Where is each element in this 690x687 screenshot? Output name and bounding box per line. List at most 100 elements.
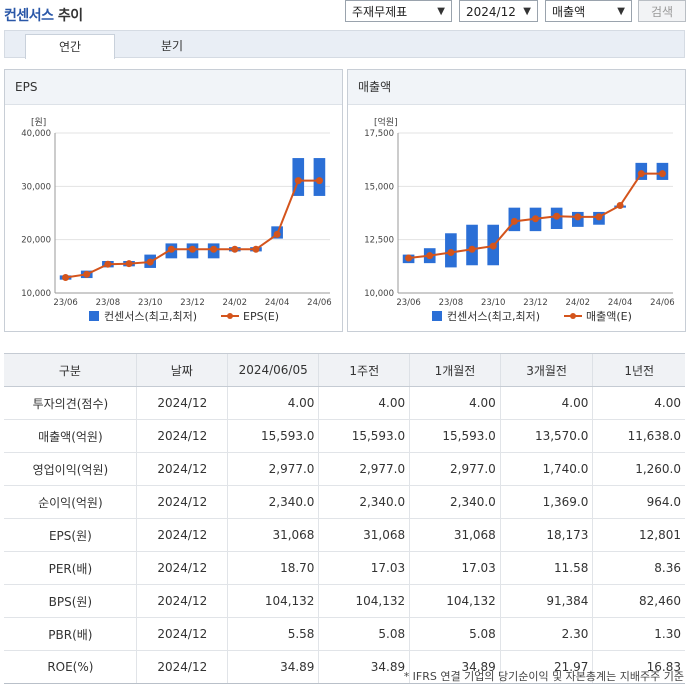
table-cell: 5.08 [409,617,501,651]
tab-annual[interactable]: 연간 [25,34,115,59]
sales-chart-panel: 매출액 [억원] 10,000 12,500 15,000 17,500 23/06 23/… [347,69,686,332]
estimate-point [553,212,561,220]
table-cell: 2024/12 [135,650,228,684]
row-label: 순이익(억원) [4,485,137,519]
table-cell: 4.00 [226,386,319,420]
estimate-point [273,230,281,238]
table-row: ROE(%) 2024/12 34.89 34.89 34.89 21.97 16.83 [4,650,685,684]
table-cell: 2,340.0 [318,485,410,519]
table-cell: 31,068 [409,518,501,552]
table-cell: 2,977.0 [409,452,501,486]
table-cell: 15,593.0 [226,419,319,453]
table-cell: 16.83 [592,650,685,684]
estimate-point [574,213,582,221]
table-cell: 2,340.0 [226,485,319,519]
table-cell: 1,740.0 [499,452,593,486]
table-row: 영업이익(억원) 2024/12 2,977.0 2,977.0 2,977.0 1,74… [4,452,685,486]
table-cell: 2,977.0 [318,452,410,486]
table-row: PER(배) 2024/12 18.70 17.03 17.03 11.58 8.36 [4,551,685,585]
x-tick-label: 24/06 [307,298,332,308]
table-cell: 91,384 [499,584,593,618]
table-cell: 8.36 [592,551,685,585]
table-row: BPS(원) 2024/12 104,132 104,132 104,132 91,384… [4,584,685,618]
consensus-range-bar [466,224,478,266]
table-cell: 18.70 [226,551,319,585]
table-row: 매출액(억원) 2024/12 15,593.0 15,593.0 15,593.0 13… [4,419,685,453]
estimate-point [146,258,154,266]
estimate-point [125,260,133,268]
legend-range-label: 컨센서스(최고,최저) [104,310,197,323]
estimate-point [167,245,175,253]
estimate-point [83,270,91,278]
estimate-point [294,177,302,185]
estimate-point [405,254,413,262]
x-tick-label: 23/08 [439,298,464,308]
tab-quarterly[interactable]: 분기 [160,39,184,53]
metric-value: 매출액 [552,5,586,19]
table-header-row: 구분 날짜 2024/06/05 1주전 1개월전 3개월전 1년전 [4,353,685,387]
table-cell: 2.30 [499,617,593,651]
statement-type-select[interactable]: 주재무제표 ▼ [345,0,452,22]
sales-chart-title: 매출액 [348,70,685,105]
table-cell: 18,173 [499,518,593,552]
metric-select[interactable]: 매출액 ▼ [545,0,632,22]
table-cell: 2024/12 [135,386,228,420]
y-axis-unit: [원] [31,117,46,128]
table-cell: 1.30 [592,617,685,651]
col-header-1year: 1년전 [592,353,685,387]
estimate-point [189,245,196,253]
eps-chart-panel: EPS [원] 10,000 20,000 30,000 40,000 23/06 23/0… [4,69,343,332]
table-cell: 11.58 [499,551,593,585]
y-axis-unit: [억원] [374,116,398,128]
table-cell: 2,340.0 [409,485,501,519]
x-tick-label: 23/06 [53,298,78,308]
consensus-table: 구분 날짜 2024/06/05 1주전 1개월전 3개월전 1년전 투자의견(… [4,353,685,684]
consensus-range-bar [313,158,326,196]
table-cell: 82,460 [592,584,685,618]
page-title-accent: 컨센서스 [4,8,54,24]
table-cell: 17.03 [409,551,501,585]
table-cell: 2024/12 [135,617,228,651]
y-tick-label: 40,000 [21,129,51,139]
row-label: PBR(배) [4,617,137,651]
col-header-category: 구분 [4,353,137,387]
chevron-down-icon: ▼ [523,6,531,17]
table-cell: 104,132 [226,584,319,618]
estimate-point [252,245,260,253]
y-tick-label: 20,000 [21,236,51,246]
col-header-1month: 1개월전 [409,353,501,387]
consensus-range-bar [292,158,305,196]
table-cell: 12,801 [592,518,685,552]
row-label: PER(배) [4,551,137,585]
table-cell: 104,132 [409,584,501,618]
estimate-point [210,245,218,253]
legend-line-marker [570,313,576,319]
table-cell: 13,570.0 [499,419,593,453]
y-tick-label: 30,000 [21,182,51,192]
table-row: 투자의견(점수) 2024/12 4.00 4.00 4.00 4.00 4.00 [4,386,685,420]
table-cell: 1,369.0 [499,485,593,519]
row-label: 영업이익(억원) [4,452,137,486]
period-select[interactable]: 2024/12 ▼ [459,0,538,22]
table-cell: 2024/12 [135,551,228,585]
eps-chart: [원] 10,000 20,000 30,000 40,000 23/06 23/08 23/… [21,117,332,323]
search-button[interactable]: 검색 [638,0,686,22]
estimate-point [489,242,497,250]
table-cell: 2024/12 [135,518,228,552]
estimate-point [637,170,645,178]
legend-line-label: 매출액(E) [586,310,632,323]
estimate-point [447,248,455,256]
x-tick-label: 24/04 [265,298,290,308]
page-title-rest: 추이 [57,8,83,24]
x-tick-label: 24/06 [650,298,675,308]
statement-type-value: 주재무제표 [352,5,408,19]
table-cell: 1,260.0 [592,452,685,486]
table-cell: 4.00 [592,386,685,420]
estimate-point [616,202,624,210]
y-tick-label: 12,500 [364,236,394,246]
sales-chart: [억원] 10,000 12,500 15,000 17,500 23/06 23/08 23… [364,116,675,323]
period-tabs: 연간 분기 [4,30,685,59]
estimate-point [510,217,518,225]
table-cell: 2024/12 [135,584,228,618]
table-cell: 2024/12 [135,485,228,519]
